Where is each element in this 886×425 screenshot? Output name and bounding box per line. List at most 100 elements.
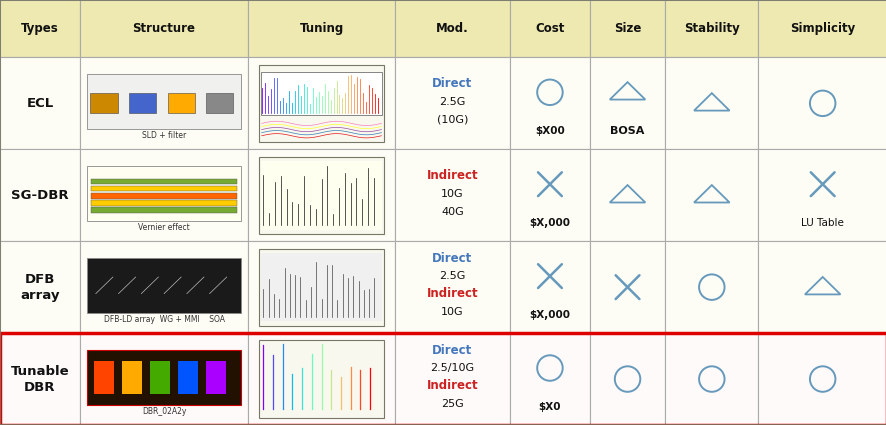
- Text: 2.5/10G: 2.5/10G: [430, 363, 474, 373]
- Text: DBR_02A2y: DBR_02A2y: [142, 407, 186, 416]
- Text: 40G: 40G: [440, 207, 463, 217]
- Bar: [589, 241, 664, 333]
- Bar: [87, 258, 241, 313]
- Bar: [248, 0, 394, 57]
- Bar: [0, 57, 80, 149]
- Text: Direct: Direct: [431, 344, 472, 357]
- Bar: [758, 241, 886, 333]
- Bar: [509, 149, 589, 241]
- Bar: [80, 149, 248, 241]
- Bar: [589, 0, 664, 57]
- Text: $X0: $X0: [538, 402, 561, 412]
- Text: $X,000: $X,000: [529, 310, 570, 320]
- Text: Stability: Stability: [683, 22, 739, 35]
- Bar: [80, 57, 248, 149]
- Bar: [758, 149, 886, 241]
- Text: $X00: $X00: [534, 126, 564, 136]
- Bar: [0, 333, 886, 425]
- Text: SG-DBR: SG-DBR: [12, 189, 68, 202]
- Text: Tuning: Tuning: [299, 22, 343, 35]
- Bar: [509, 241, 589, 333]
- Bar: [509, 333, 589, 425]
- Text: Direct: Direct: [431, 252, 472, 265]
- Bar: [589, 149, 664, 241]
- Bar: [509, 0, 589, 57]
- Text: 2.5G: 2.5G: [439, 97, 465, 107]
- Bar: [758, 333, 886, 425]
- Text: LU Table: LU Table: [800, 218, 843, 228]
- Text: Direct: Direct: [431, 77, 472, 91]
- Bar: [394, 241, 509, 333]
- Bar: [0, 149, 80, 241]
- Text: Types: Types: [21, 22, 58, 35]
- Bar: [91, 179, 237, 184]
- Bar: [259, 157, 384, 234]
- Text: DFB
array: DFB array: [20, 273, 59, 302]
- Text: (10G): (10G): [436, 115, 468, 125]
- Bar: [80, 0, 248, 57]
- Bar: [394, 0, 509, 57]
- Text: Indirect: Indirect: [426, 170, 478, 182]
- Text: Vernier effect: Vernier effect: [138, 223, 190, 232]
- Bar: [664, 241, 758, 333]
- Bar: [248, 57, 394, 149]
- Bar: [206, 93, 233, 113]
- Bar: [394, 57, 509, 149]
- Bar: [589, 333, 664, 425]
- Bar: [758, 0, 886, 57]
- Bar: [259, 340, 384, 418]
- Bar: [260, 72, 382, 115]
- Bar: [80, 241, 248, 333]
- Text: 10G: 10G: [440, 189, 463, 199]
- Bar: [664, 149, 758, 241]
- Bar: [0, 0, 80, 57]
- Bar: [150, 361, 169, 394]
- Text: 10G: 10G: [440, 307, 463, 317]
- Text: ECL: ECL: [27, 97, 53, 110]
- Text: Size: Size: [613, 22, 641, 35]
- Bar: [91, 200, 237, 206]
- Bar: [589, 57, 664, 149]
- Bar: [664, 333, 758, 425]
- Bar: [248, 333, 394, 425]
- Text: $X,000: $X,000: [529, 218, 570, 228]
- Bar: [260, 161, 382, 230]
- Bar: [664, 57, 758, 149]
- Bar: [122, 361, 142, 394]
- Bar: [80, 333, 248, 425]
- Bar: [394, 333, 509, 425]
- Bar: [509, 57, 589, 149]
- Text: Cost: Cost: [534, 22, 564, 35]
- Bar: [206, 361, 226, 394]
- Bar: [260, 253, 382, 321]
- Text: Simplicity: Simplicity: [789, 22, 854, 35]
- Text: Indirect: Indirect: [426, 287, 478, 300]
- Bar: [87, 350, 241, 405]
- Bar: [129, 93, 156, 113]
- Text: Tunable
DBR: Tunable DBR: [11, 365, 69, 394]
- Text: BOSA: BOSA: [610, 126, 644, 136]
- Text: 25G: 25G: [440, 399, 463, 409]
- Bar: [259, 65, 384, 142]
- Text: DFB-LD array  WG + MMI    SOA: DFB-LD array WG + MMI SOA: [104, 315, 224, 324]
- Bar: [167, 93, 195, 113]
- Bar: [248, 241, 394, 333]
- Text: 2.5G: 2.5G: [439, 271, 465, 281]
- Bar: [259, 249, 384, 326]
- Bar: [87, 166, 241, 221]
- Bar: [87, 74, 241, 129]
- Bar: [91, 186, 237, 191]
- Bar: [664, 0, 758, 57]
- Bar: [90, 93, 118, 113]
- Text: Indirect: Indirect: [426, 380, 478, 392]
- Bar: [178, 361, 198, 394]
- Bar: [394, 149, 509, 241]
- Bar: [248, 149, 394, 241]
- Text: Structure: Structure: [132, 22, 196, 35]
- Text: Mod.: Mod.: [436, 22, 468, 35]
- Bar: [94, 361, 113, 394]
- Bar: [91, 207, 237, 212]
- Bar: [758, 57, 886, 149]
- Bar: [91, 193, 237, 198]
- Bar: [0, 333, 80, 425]
